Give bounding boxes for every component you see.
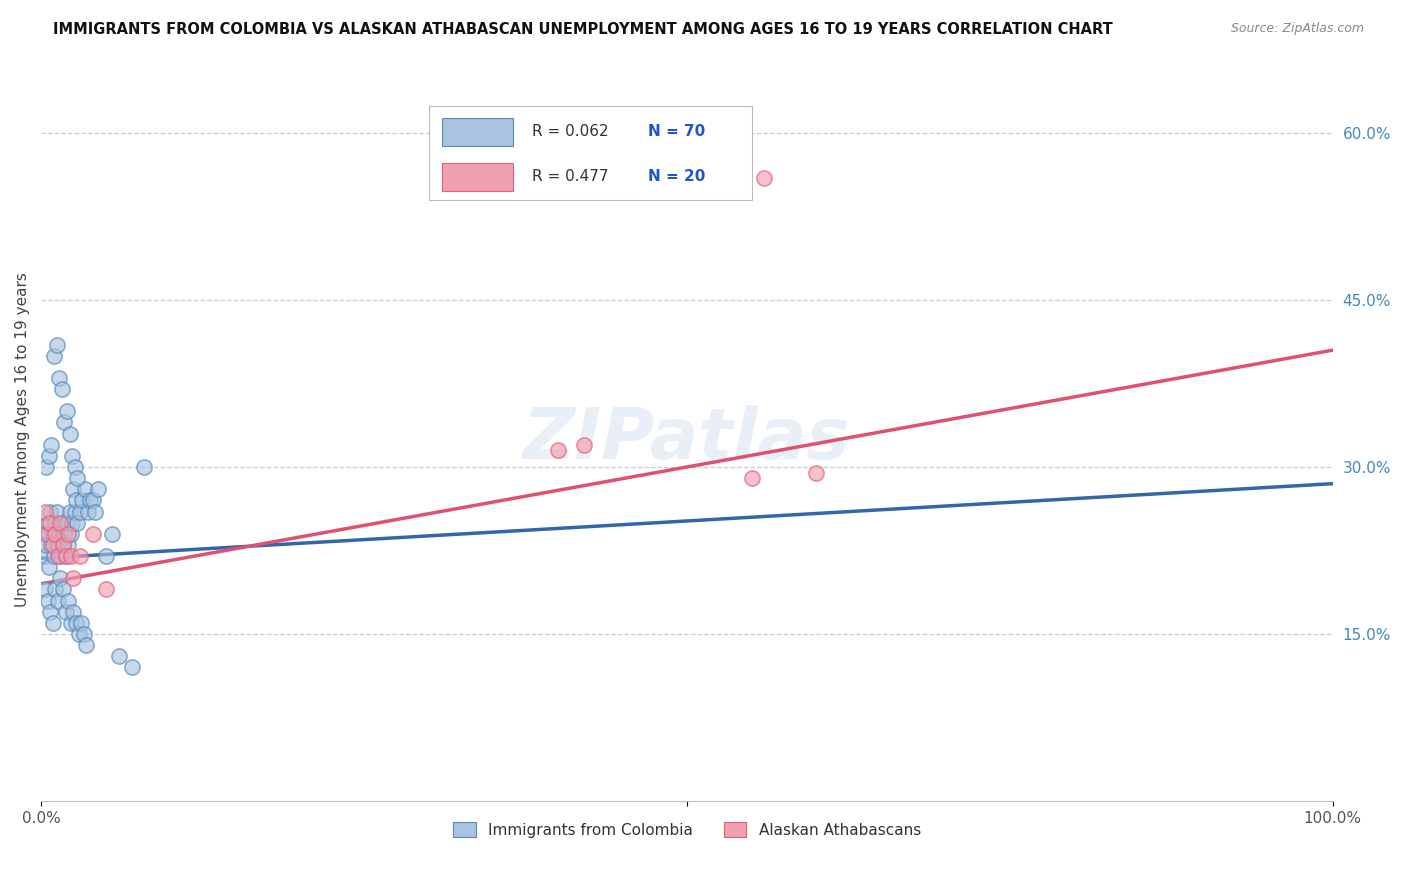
Point (53, 416, 76, 430)
Point (46, 549, 69, 563)
Point (94, 582, 117, 597)
Point (48, 371, 70, 385)
Point (55, 549, 77, 563)
Point (41, 538, 63, 552)
Point (42, 549, 65, 563)
Point (79, 493, 101, 508)
Point (66, 516, 89, 530)
Point (39, 504, 62, 518)
Text: Source: ZipAtlas.com: Source: ZipAtlas.com (1230, 22, 1364, 36)
Point (65, 493, 87, 508)
Point (62, 605, 84, 619)
Point (62, 482, 84, 496)
Point (42, 526, 65, 541)
Point (59, 615, 82, 630)
Point (82, 526, 104, 541)
Point (52, 538, 75, 552)
Point (52, 538, 75, 552)
Point (45, 337, 67, 351)
Point (60, 516, 83, 530)
Point (56, 516, 79, 530)
Point (73, 482, 96, 496)
Point (34, 582, 56, 597)
Point (35, 538, 58, 552)
Point (69, 504, 91, 518)
Point (101, 526, 124, 541)
Point (44, 516, 66, 530)
Point (55, 549, 77, 563)
Point (69, 549, 91, 563)
Point (32, 526, 55, 541)
Point (58, 593, 80, 607)
Point (34, 504, 56, 518)
Point (37, 516, 59, 530)
Point (62, 571, 84, 585)
Point (52, 582, 75, 597)
Point (58, 526, 80, 541)
Point (49, 549, 72, 563)
Point (42, 538, 65, 552)
Point (65, 615, 87, 630)
Point (754, 170, 776, 185)
Point (37, 593, 59, 607)
Point (34, 549, 56, 563)
Point (46, 593, 69, 607)
Point (53, 526, 76, 541)
Point (41, 438, 63, 452)
Point (94, 549, 117, 563)
Point (75, 638, 97, 652)
Point (60, 449, 83, 463)
Point (49, 516, 72, 530)
Point (39, 516, 62, 530)
Point (35, 460, 58, 475)
Point (76, 504, 98, 518)
Point (38, 449, 60, 463)
Point (44, 582, 66, 597)
Point (46, 538, 69, 552)
Point (72, 493, 94, 508)
Point (804, 466, 827, 480)
Point (82, 493, 104, 508)
Point (63, 504, 86, 518)
Point (572, 438, 595, 452)
Point (67, 627, 90, 641)
Point (44, 526, 66, 541)
Point (39, 605, 62, 619)
Point (37, 526, 59, 541)
Point (49, 571, 72, 585)
Point (70, 615, 93, 630)
Point (56, 404, 79, 418)
Point (741, 471, 763, 485)
Point (66, 471, 89, 485)
Point (38, 560, 60, 574)
Point (84, 504, 107, 518)
Point (42, 615, 65, 630)
Y-axis label: Unemployment Among Ages 16 to 19 years: Unemployment Among Ages 16 to 19 years (15, 272, 30, 607)
Point (59, 526, 82, 541)
Point (121, 660, 143, 674)
Point (59, 549, 82, 563)
Legend: Immigrants from Colombia, Alaskan Athabascans: Immigrants from Colombia, Alaskan Athaba… (447, 815, 927, 844)
Text: IMMIGRANTS FROM COLOMBIA VS ALASKAN ATHABASCAN UNEMPLOYMENT AMONG AGES 16 TO 19 : IMMIGRANTS FROM COLOMBIA VS ALASKAN ATHA… (53, 22, 1114, 37)
Point (107, 649, 129, 664)
Point (45, 504, 67, 518)
Text: ZIPatlas: ZIPatlas (523, 405, 851, 474)
Point (51, 382, 73, 396)
Point (58, 504, 80, 518)
Point (42, 349, 65, 363)
Point (63, 460, 86, 475)
Point (87, 482, 110, 496)
Point (55, 605, 77, 619)
Point (73, 627, 96, 641)
Point (58, 426, 80, 441)
Point (134, 460, 156, 475)
Point (51, 516, 73, 530)
Point (48, 526, 70, 541)
Point (547, 443, 569, 458)
Point (58, 538, 80, 552)
